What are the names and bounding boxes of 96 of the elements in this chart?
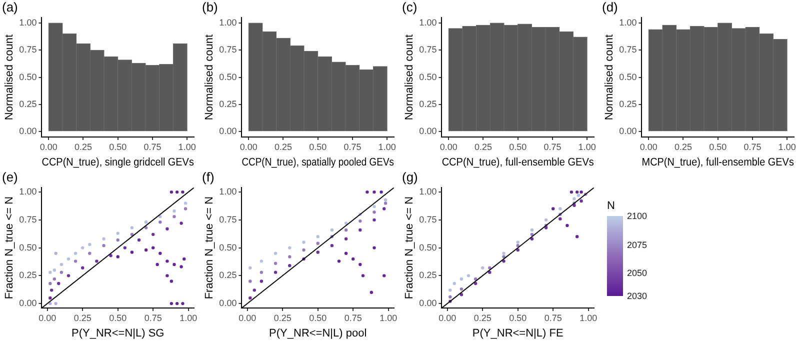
y-tick-label: 0.25 — [419, 270, 437, 280]
y-tick-label: 1.00 — [19, 186, 37, 197]
y-tick-label: 0.00 — [19, 298, 37, 308]
y-axis-title: Normalised count — [4, 34, 16, 120]
y-axis-title: Normalised count — [204, 34, 216, 120]
y-axis-title: Fraction N_true <= N — [4, 196, 16, 300]
x-tick-label: 0.25 — [74, 142, 92, 152]
x-tick-label: 0.00 — [240, 142, 258, 152]
y-tick-label: 1.00 — [219, 18, 237, 28]
x-tick-label: 1.00 — [778, 142, 796, 152]
x-tick-label: 0.00 — [440, 142, 458, 152]
y-tick-label: 0.50 — [419, 242, 437, 252]
y-tick-label: 0.00 — [419, 298, 437, 308]
y-tick-label: 0.75 — [419, 214, 437, 224]
y-axis-title: Fraction N_true <= N — [204, 196, 216, 300]
y-tick-label: 0.75 — [419, 44, 437, 55]
y-tick-label: 0.00 — [219, 126, 237, 136]
y-tick-label: 1.00 — [419, 186, 437, 197]
x-axis-title: MCP(N_true), full-ensemble GEVs — [642, 157, 794, 169]
x-axis-title: CCP(N_true), spatially pooled GEVs — [242, 156, 394, 169]
y-tick-label: 0.75 — [19, 44, 37, 55]
x-tick-label: 0.50 — [109, 312, 127, 323]
y-tick-label: 0.50 — [619, 72, 637, 82]
y-tick-label: 0.25 — [19, 98, 37, 109]
y-tick-label: 0.25 — [219, 270, 237, 280]
x-tick-label: 0.00 — [640, 142, 658, 152]
y-tick-label: 0.25 — [419, 98, 437, 109]
x-tick-label: 0.25 — [674, 142, 692, 152]
x-tick-label: 0.00 — [438, 312, 456, 323]
y-tick-label: 0.25 — [219, 98, 237, 109]
chart-title: (f) — [202, 169, 214, 184]
y-tick-label: 0.75 — [219, 214, 237, 224]
x-tick-label: 0.25 — [274, 312, 292, 323]
y-tick-label: 0.00 — [419, 126, 437, 136]
x-axis-title: P(Y_NR<=N|L) pool — [269, 327, 367, 340]
x-tick-label: 0.75 — [544, 312, 562, 323]
x-tick-label: 0.75 — [344, 142, 362, 152]
y-tick-label: 0.00 — [19, 126, 37, 136]
x-tick-label: 1.00 — [578, 142, 596, 152]
x-tick-label: 0.50 — [709, 142, 727, 152]
y-tick-label: 0.50 — [419, 72, 437, 82]
color-bar-label: 2100 — [627, 210, 648, 222]
x-tick-label: 0.50 — [509, 142, 527, 152]
x-axis-title: CCP(N_true), single gridcell GEVs — [42, 157, 194, 169]
x-tick-label: 1.00 — [380, 312, 398, 323]
y-tick-label: 0.75 — [19, 214, 37, 224]
color-bar-label: 2075 — [627, 238, 648, 251]
chart-title: (b) — [202, 0, 218, 14]
color-bar-label: 2030 — [627, 290, 648, 302]
x-tick-label: 0.50 — [309, 142, 327, 152]
y-tick-label: 0.50 — [19, 242, 37, 252]
y-tick-label: 0.50 — [19, 72, 37, 82]
x-tick-label: 0.75 — [144, 312, 162, 323]
x-axis-title: P(Y_NR<=N|L) SG — [71, 327, 164, 340]
x-tick-label: 1.00 — [180, 312, 198, 323]
y-tick-label: 0.50 — [219, 72, 237, 82]
x-tick-label: 0.25 — [474, 312, 492, 323]
chart-title: (c) — [402, 0, 418, 14]
x-axis-title: P(Y_NR<=N|L) FE — [472, 327, 564, 340]
color-bar-label: 2050 — [627, 267, 648, 280]
y-tick-label: 1.00 — [19, 18, 37, 28]
y-tick-label: 0.00 — [619, 126, 637, 136]
y-axis-title: Fraction N_true <= N — [404, 196, 416, 300]
y-axis-title: Normalised count — [404, 34, 416, 120]
x-tick-label: 0.25 — [474, 142, 492, 152]
x-tick-label: 0.75 — [144, 142, 162, 152]
chart-title: (d) — [602, 0, 618, 14]
x-tick-label: 1.00 — [580, 312, 598, 323]
chart-title: (g) — [402, 169, 418, 184]
y-tick-label: 1.00 — [419, 18, 437, 28]
y-axis-title: Normalised count — [604, 34, 616, 120]
x-axis-title: CCP(N_true), full-ensemble GEVs — [442, 156, 594, 169]
y-tick-label: 0.75 — [219, 44, 237, 55]
x-tick-label: 0.25 — [74, 312, 92, 323]
x-tick-label: 0.75 — [744, 142, 762, 152]
x-tick-label: 0.50 — [109, 142, 127, 152]
y-tick-label: 0.25 — [619, 98, 637, 109]
x-tick-label: 0.50 — [309, 312, 327, 323]
y-tick-label: 1.00 — [619, 18, 637, 28]
y-tick-label: 0.00 — [219, 298, 237, 308]
x-tick-label: 1.00 — [178, 142, 196, 152]
color-bar-title: N — [607, 200, 615, 212]
y-tick-label: 0.75 — [619, 44, 637, 55]
x-tick-label: 0.75 — [544, 142, 562, 152]
x-tick-label: 0.50 — [509, 312, 527, 323]
x-tick-label: 0.00 — [238, 312, 256, 323]
x-tick-label: 1.00 — [378, 142, 396, 152]
x-tick-label: 0.25 — [274, 142, 292, 152]
chart-title: (a) — [2, 0, 18, 14]
x-tick-label: 0.00 — [40, 142, 58, 152]
y-tick-label: 0.25 — [19, 270, 37, 280]
x-tick-label: 0.00 — [38, 312, 56, 323]
y-tick-label: 1.00 — [219, 186, 237, 197]
x-tick-label: 0.75 — [344, 312, 362, 323]
y-tick-label: 0.50 — [219, 242, 237, 252]
chart-title: (e) — [2, 169, 18, 184]
